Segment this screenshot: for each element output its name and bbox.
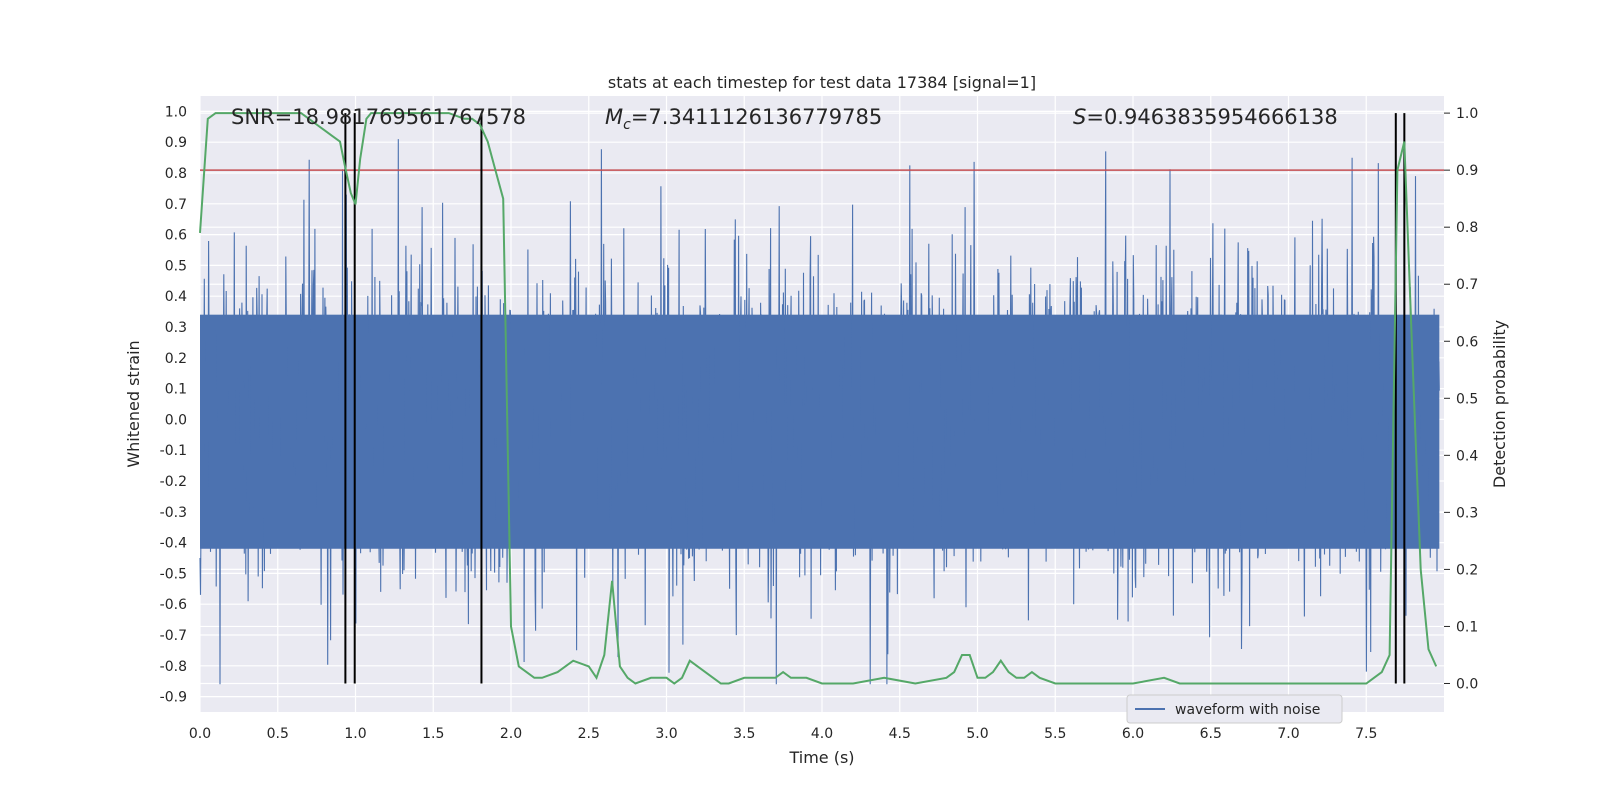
- x-tick-label: 3.0: [655, 726, 677, 742]
- chirp-mass-subscript: c: [623, 117, 631, 133]
- y-left-tick-label: -0.1: [160, 443, 187, 459]
- probability-line: [199, 112, 1438, 685]
- x-tick-label: 6.5: [1200, 726, 1222, 742]
- x-tick-label: 0.5: [267, 726, 289, 742]
- y-left-tick-label: -0.9: [160, 690, 187, 706]
- y-right-tick-label: 0.6: [1456, 334, 1478, 350]
- legend-label-waveform: waveform with noise: [1175, 702, 1320, 718]
- y-left-tick-label: 1.0: [165, 104, 187, 120]
- x-tick-label: 1.0: [344, 726, 366, 742]
- x-tick-label: 2.0: [500, 726, 522, 742]
- y-left-tick-label: 0.8: [165, 166, 187, 182]
- probability-series: [199, 112, 1438, 685]
- x-tick-label: 7.0: [1277, 726, 1299, 742]
- score-annotation: S=0.9463835954666138: [1073, 105, 1338, 129]
- y-left-tick-label: -0.4: [160, 536, 187, 552]
- y-left-tick-label: 0.6: [165, 228, 187, 244]
- y-left-tick-label: -0.5: [160, 566, 187, 582]
- y-right-tick-label: 0.3: [1456, 505, 1478, 521]
- y-left-tick-label: 0.7: [165, 197, 187, 213]
- y-left-tick-label: 0.1: [165, 382, 187, 398]
- y-axis-right-label: Detection probability: [1490, 320, 1509, 488]
- x-tick-label: 5.0: [966, 726, 988, 742]
- chirp-mass-annotation: Mc=7.3411126136779785: [605, 105, 882, 133]
- y-right-tick-label: 0.1: [1456, 619, 1478, 635]
- y-left-tick-label: -0.8: [160, 659, 187, 675]
- chirp-mass-value: =7.3411126136779785: [631, 105, 882, 129]
- y-left-tick-label: 0.0: [165, 412, 187, 428]
- y-axis-right-ticks: 1.0 0.9 0.8 0.7 0.6 0.5 0.4 0.3 0.2 0.1 0.0: [1444, 106, 1478, 692]
- waveform-series: [199, 139, 1440, 685]
- y-right-tick-label: 0.7: [1456, 277, 1478, 293]
- x-tick-label: 4.0: [811, 726, 833, 742]
- y-right-tick-label: 0.0: [1456, 676, 1478, 692]
- x-tick-label: 0.0: [189, 726, 211, 742]
- y-left-tick-label: 0.9: [165, 135, 187, 151]
- waveform-line: [199, 139, 1440, 685]
- legend-box: [1126, 694, 1343, 724]
- snr-annotation: SNR=18.981769561767578: [231, 105, 526, 129]
- y-left-tick-label: -0.7: [160, 628, 187, 644]
- y-left-tick-label: -0.6: [160, 597, 187, 613]
- x-tick-label: 1.5: [422, 726, 444, 742]
- chirp-mass-symbol: M: [605, 105, 623, 129]
- y-left-tick-label: 0.4: [165, 289, 187, 305]
- x-axis-ticks: 0.0 0.5 1.0 1.5 2.0 2.5 3.0 3.5 4.0 4.5 5.0 5.5 6.0 6…: [189, 726, 1378, 742]
- chart-title: stats at each timestep for test data 173…: [608, 73, 1036, 92]
- x-tick-label: 6.0: [1122, 726, 1144, 742]
- y-axis-left-label: Whitened strain: [124, 340, 143, 467]
- x-tick-label: 2.5: [578, 726, 600, 742]
- y-left-tick-label: 0.5: [165, 258, 187, 274]
- y-right-tick-label: 0.8: [1456, 220, 1478, 236]
- x-tick-label: 5.5: [1044, 726, 1066, 742]
- y-right-tick-label: 0.9: [1456, 163, 1478, 179]
- y-left-tick-label: 0.3: [165, 320, 187, 336]
- x-tick-label: 4.5: [889, 726, 911, 742]
- x-tick-label: 7.5: [1355, 726, 1377, 742]
- legend: waveform with noise: [1126, 694, 1343, 724]
- y-right-tick-label: 0.2: [1456, 562, 1478, 578]
- y-left-tick-label: -0.3: [160, 505, 187, 521]
- y-right-tick-label: 0.5: [1456, 391, 1478, 407]
- y-right-tick-label: 1.0: [1456, 106, 1478, 122]
- y-left-tick-label: -0.2: [160, 474, 187, 490]
- y-axis-left-ticks: 1.0 0.9 0.8 0.7 0.6 0.5 0.4 0.3 0.2 0.1 0.0 -0.1 -0.…: [160, 104, 187, 705]
- score-value: =0.9463835954666138: [1086, 105, 1337, 129]
- x-tick-label: 3.5: [733, 726, 755, 742]
- y-right-tick-label: 0.4: [1456, 448, 1478, 464]
- y-left-tick-label: 0.2: [165, 351, 187, 367]
- score-symbol: S: [1073, 105, 1086, 129]
- x-axis-label: Time (s): [788, 748, 854, 767]
